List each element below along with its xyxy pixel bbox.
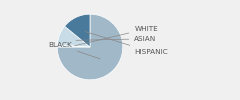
Text: HISPANIC: HISPANIC [85,32,168,55]
Wedge shape [57,26,90,47]
Text: WHITE: WHITE [75,26,158,46]
Text: BLACK: BLACK [48,42,100,59]
Wedge shape [57,45,90,47]
Wedge shape [65,14,90,47]
Text: ASIAN: ASIAN [76,36,156,42]
Wedge shape [57,14,123,80]
